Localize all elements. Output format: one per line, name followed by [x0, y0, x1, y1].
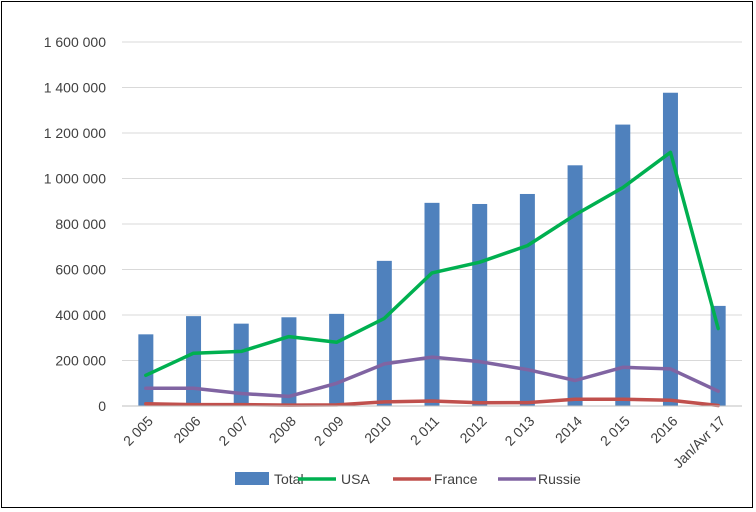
x-tick-label: 2008 [266, 413, 299, 446]
bar-total-7 [472, 203, 488, 406]
line-usa [144, 150, 720, 378]
y-tick-label: 800 000 [55, 216, 106, 232]
y-axis-tick-labels: 0 200 000 400 000 600 000 800 000 1 000 000 1 … [44, 34, 107, 414]
bar-total-5 [376, 260, 392, 406]
bar-total-1 [186, 316, 202, 406]
bar-total-6 [424, 202, 440, 406]
bars-total [138, 92, 726, 407]
x-tick-label: 2006 [170, 413, 203, 446]
chart-svg: 0 200 000 400 000 600 000 800 000 1 000 000 1 … [44, 34, 742, 487]
bar-total-8 [519, 193, 535, 406]
x-tick-label: 2016 [647, 413, 680, 446]
y-tick-label: 0 [98, 398, 106, 414]
y-tick-label: 200 000 [55, 353, 106, 369]
x-tick-label: 2 009 [311, 413, 347, 449]
x-tick-label: 2 015 [597, 413, 633, 449]
series-lines [144, 150, 720, 408]
bar-total-12 [710, 305, 726, 406]
bar-total-4 [329, 313, 345, 406]
bar-total-2 [233, 323, 249, 406]
line-russie [144, 355, 720, 399]
legend-label-russie: Russie [538, 471, 581, 487]
legend: Total USA France Russie [235, 471, 581, 487]
legend-swatch-total [235, 472, 269, 485]
legend-label-france: France [434, 471, 478, 487]
y-tick-label: 1 000 000 [44, 171, 106, 187]
y-tick-label: 1 200 000 [44, 125, 106, 141]
x-tick-label: 2 013 [501, 413, 537, 449]
bar-total-9 [567, 165, 583, 406]
bar-total-3 [281, 317, 297, 406]
x-tick-label: Jan/Avr 17 [670, 413, 729, 472]
x-tick-label: 2 011 [407, 413, 443, 449]
y-tick-label: 1 400 000 [44, 80, 106, 96]
y-tick-label: 600 000 [55, 262, 106, 278]
bar-total-0 [138, 334, 154, 406]
y-tick-label: 1 600 000 [44, 34, 106, 50]
legend-label-usa: USA [341, 471, 370, 487]
x-tick-label: 2010 [361, 413, 394, 446]
x-tick-label: 2 005 [120, 413, 156, 449]
x-tick-label: 2012 [456, 413, 489, 446]
bar-total-10 [615, 124, 631, 407]
x-tick-label: 2014 [552, 413, 585, 446]
line-france [144, 397, 720, 408]
y-tick-label: 400 000 [55, 307, 106, 323]
bar-total-11 [662, 92, 678, 407]
x-tick-label: 2 007 [215, 413, 251, 449]
x-axis-tick-labels: 2 005 2006 2 007 2008 2 009 2010 2 011 2012 2 01… [120, 413, 729, 472]
legend-label-total: Total [274, 471, 304, 487]
